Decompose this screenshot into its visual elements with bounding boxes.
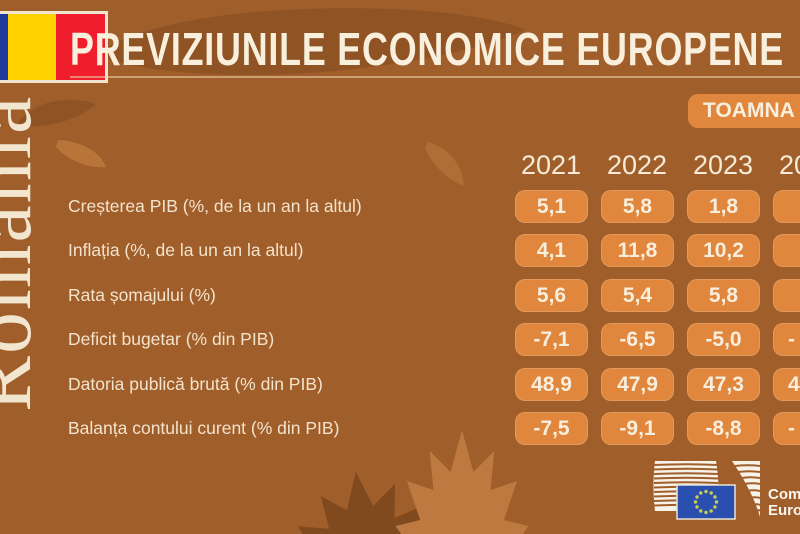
page-title-text: PREVIZIUNILE ECONOMICE EUROPENE <box>70 23 784 75</box>
country-name-vertical: România <box>0 94 49 412</box>
value-cell: 47,9 <box>601 368 674 401</box>
value-cell: 5,6 <box>515 279 588 312</box>
ec-swoosh <box>732 461 761 517</box>
value-cell: -8,8 <box>687 412 760 445</box>
value-cell: - <box>773 323 800 356</box>
eu-flag-icon <box>676 484 736 520</box>
value-cell: 4 <box>773 368 800 401</box>
value-cell: 10,2 <box>687 234 760 267</box>
value-cell: -7,1 <box>515 323 588 356</box>
ec-logo-text: Comisia Europeană <box>768 487 800 519</box>
value-cell <box>773 190 800 223</box>
row-label-inflation: Inflația (%, de la un an la altul) <box>68 240 304 260</box>
value-cell: 5,1 <box>515 190 588 223</box>
value-cell <box>773 234 800 267</box>
romania-flag <box>0 11 108 83</box>
title-underline <box>70 76 800 78</box>
value-cell: 11,8 <box>601 234 674 267</box>
year-header: 2024 <box>778 150 800 180</box>
page-title: PREVIZIUNILE ECONOMICE EUROPENE <box>70 22 800 76</box>
value-cell: 4,1 <box>515 234 588 267</box>
row-label-budget-deficit: Deficit bugetar (% din PIB) <box>68 329 275 349</box>
value-cell: 5,8 <box>687 279 760 312</box>
value-cell: -9,1 <box>601 412 674 445</box>
value-cell: -6,5 <box>601 323 674 356</box>
value-cell: 1,8 <box>687 190 760 223</box>
year-header: 2022 <box>606 150 668 180</box>
flag-stripe-yellow <box>7 14 57 80</box>
season-badge: TOAMNA 2023 <box>688 94 800 128</box>
year-header: 2021 <box>520 150 582 180</box>
value-cell: - <box>773 412 800 445</box>
value-cell: 5,8 <box>601 190 674 223</box>
row-label-public-debt: Datoria publică brută (% din PIB) <box>68 374 323 394</box>
value-cell <box>773 279 800 312</box>
value-cell: 5,4 <box>601 279 674 312</box>
value-cell: 47,3 <box>687 368 760 401</box>
value-cell: -7,5 <box>515 412 588 445</box>
ec-building-logo <box>653 461 761 520</box>
flag-stripe-blue <box>0 14 8 80</box>
ec-logo-text-line2: Europeană <box>768 502 800 519</box>
row-label-current-account: Balanța contului curent (% din PIB) <box>68 418 340 438</box>
year-header: 2023 <box>692 150 754 180</box>
flag-stripe-red <box>56 14 106 80</box>
ec-logo-text-line1: Comisia <box>768 486 800 503</box>
row-label-unemployment: Rata șomajului (%) <box>68 285 216 305</box>
value-cell: 48,9 <box>515 368 588 401</box>
row-label-gdp-growth: Creșterea PIB (%, de la un an la altul) <box>68 196 362 216</box>
value-cell: -5,0 <box>687 323 760 356</box>
